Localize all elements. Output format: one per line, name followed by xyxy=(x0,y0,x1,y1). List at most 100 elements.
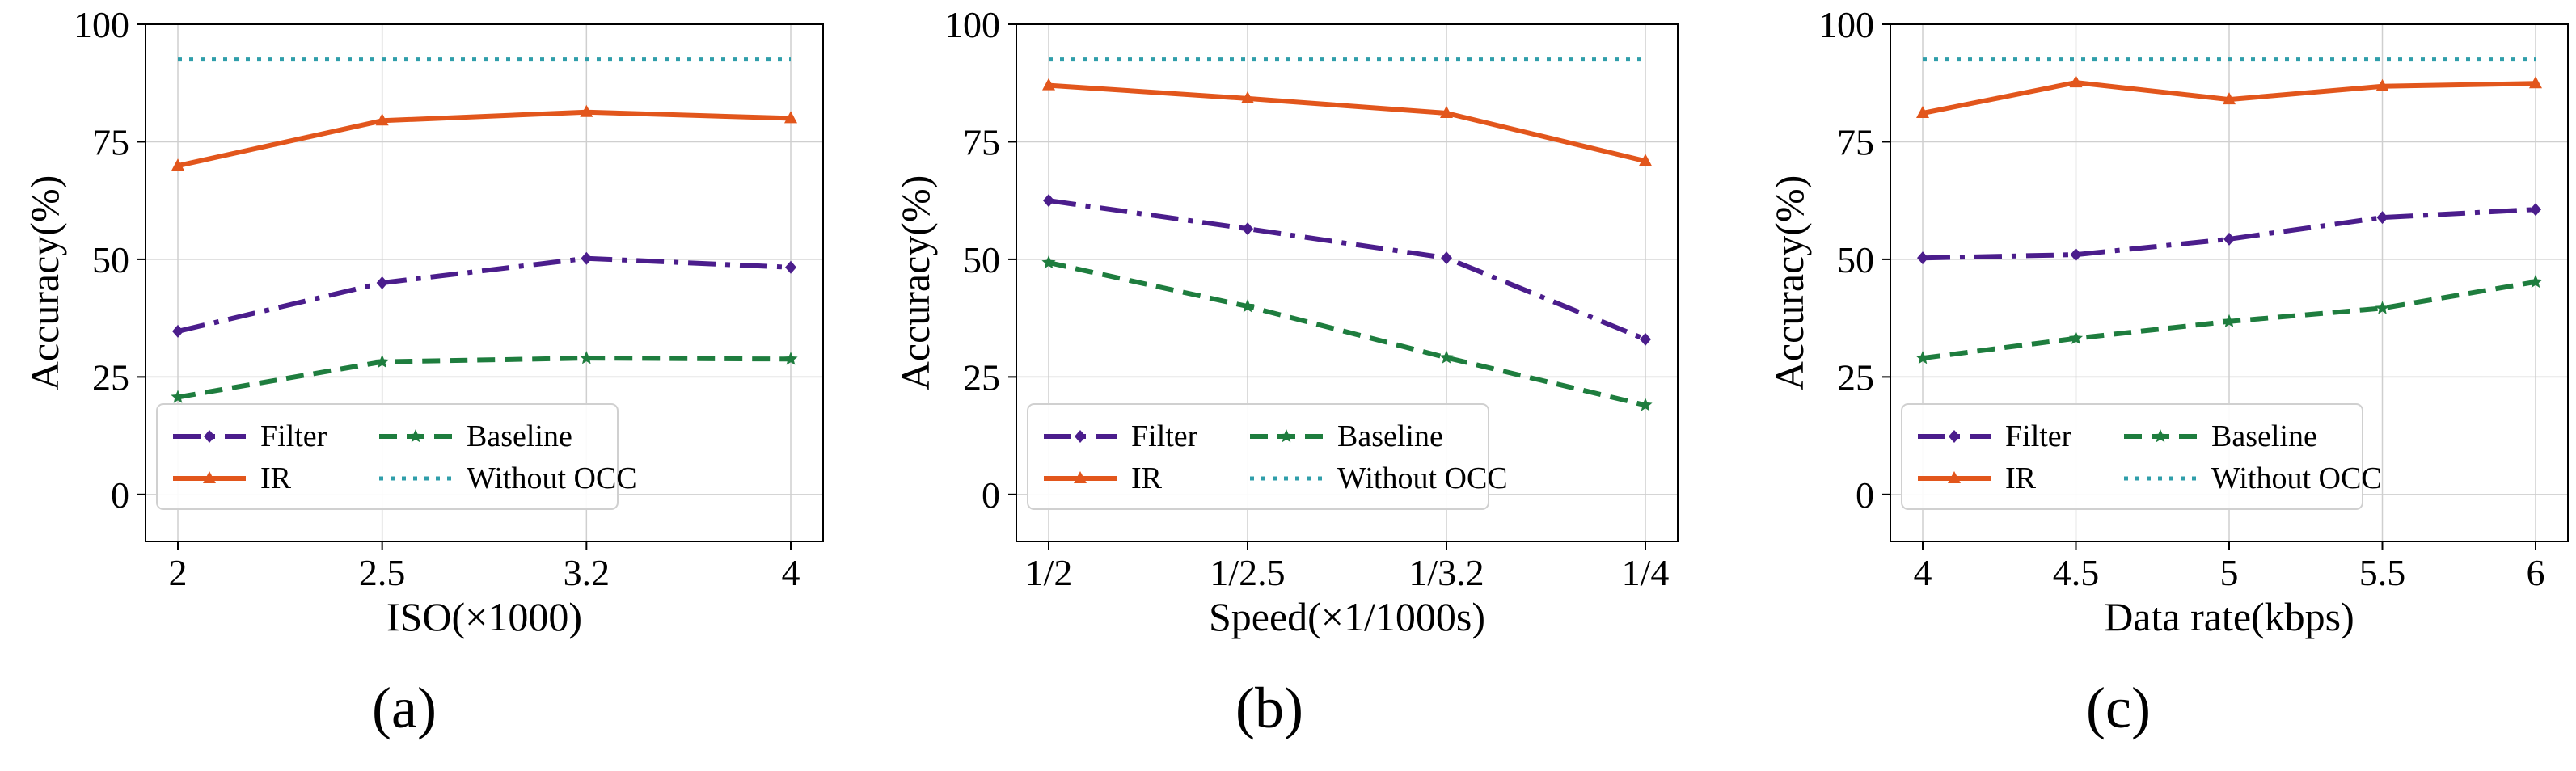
legend: Filter Baseline IR Without OCC xyxy=(156,403,637,510)
series-filter xyxy=(1917,203,2541,265)
legend-marker-filter xyxy=(204,430,215,443)
legend-label-ir: IR xyxy=(260,461,292,495)
y-tick-label: 25 xyxy=(963,356,1000,398)
legend-label-filter: Filter xyxy=(260,419,327,453)
legend-label-baseline: Baseline xyxy=(2211,419,2317,453)
data-point-filter xyxy=(2376,211,2388,225)
data-point-baseline xyxy=(2222,314,2236,327)
series-baseline xyxy=(1041,255,1653,411)
data-point-baseline xyxy=(171,390,185,403)
y-tick-label: 100 xyxy=(944,4,1000,45)
legend-box xyxy=(1901,403,2363,510)
y-tick-label: 50 xyxy=(92,239,129,280)
y-tick-label: 50 xyxy=(963,239,1000,280)
data-point-ir xyxy=(784,111,797,124)
chart-panel-c: 0 25 50 75 100 4 4.5 5 5.5 6 Data rate(kbps) Accura… xyxy=(1767,4,2569,740)
data-point-ir xyxy=(375,113,389,126)
series-ir xyxy=(1916,75,2542,118)
series-baseline xyxy=(171,351,798,403)
data-point-ir xyxy=(1916,105,1929,118)
x-tick-label: 1/2.5 xyxy=(1210,552,1285,593)
x-tick-label: 1/3.2 xyxy=(1408,552,1484,593)
legend: Filter Baseline IR Without OCC xyxy=(1027,403,1508,510)
legend-marker-baseline xyxy=(408,429,423,443)
data-point-filter xyxy=(785,260,796,274)
data-point-filter xyxy=(1441,251,1452,265)
series-ir xyxy=(171,104,797,171)
legend-marker-baseline xyxy=(1279,429,1294,443)
data-point-baseline xyxy=(2375,301,2390,314)
chart-panel-b: 0 25 50 75 100 1/2 1/2.5 1/3.2 1/4 Speed(×1/1000s… xyxy=(893,4,1679,740)
legend-label-baseline: Baseline xyxy=(467,419,572,453)
data-point-baseline xyxy=(1638,398,1653,411)
legend-marker-ir xyxy=(203,471,216,483)
data-point-baseline xyxy=(375,354,390,368)
data-point-filter xyxy=(2530,203,2541,217)
legend-marker-ir xyxy=(1074,471,1087,483)
data-point-baseline xyxy=(2528,274,2543,289)
data-point-filter xyxy=(172,324,184,338)
x-axis-label: Data rate(kbps) xyxy=(2104,594,2354,639)
x-tick-label: 4 xyxy=(782,552,800,593)
data-point-baseline xyxy=(1915,351,1930,364)
y-tick-label: 75 xyxy=(963,121,1000,162)
y-tick-label: 75 xyxy=(1837,121,1874,162)
x-tick-label: 5 xyxy=(2220,552,2239,593)
legend-box xyxy=(1027,403,1489,510)
legend-label-filter: Filter xyxy=(1131,419,1198,453)
data-point-ir xyxy=(2375,78,2389,91)
data-point-ir xyxy=(2223,92,2236,105)
panel-label: (b) xyxy=(1235,676,1303,740)
data-point-filter xyxy=(2223,232,2235,246)
series-line-baseline xyxy=(1048,260,1646,408)
y-tick-label: 0 xyxy=(111,474,129,516)
series-baseline xyxy=(1915,274,2543,364)
legend-marker-filter xyxy=(1075,430,1086,443)
x-tick-label: 1/2 xyxy=(1025,552,1073,593)
data-point-ir xyxy=(580,104,593,117)
legend-label-without_occ: Without OCC xyxy=(467,461,637,495)
data-point-filter xyxy=(1640,332,1651,346)
data-point-filter xyxy=(1043,194,1054,208)
y-tick-label: 100 xyxy=(74,4,129,45)
x-tick-label: 4 xyxy=(1914,552,1932,593)
y-tick-label: 75 xyxy=(92,121,129,162)
y-axis-label: Accuracy(%) xyxy=(893,175,938,390)
series-line-baseline xyxy=(177,356,792,400)
x-tick-label: 3.2 xyxy=(564,552,610,593)
x-tick-label: 6 xyxy=(2527,552,2545,593)
legend-marker-filter xyxy=(1949,430,1960,443)
panel-label: (a) xyxy=(372,676,437,740)
x-axis-label: Speed(×1/1000s) xyxy=(1209,594,1485,639)
y-axis-label: Accuracy(%) xyxy=(22,175,67,390)
legend-label-without_occ: Without OCC xyxy=(2211,461,2382,495)
y-tick-label: 25 xyxy=(1837,356,1874,398)
legend-box xyxy=(156,403,619,510)
data-point-filter xyxy=(2070,248,2082,262)
legend-label-baseline: Baseline xyxy=(1337,419,1443,453)
series-ir xyxy=(1042,78,1652,166)
data-point-filter xyxy=(1242,222,1253,236)
y-tick-label: 50 xyxy=(1837,239,1874,280)
data-point-filter xyxy=(376,276,388,289)
x-tick-label: 1/4 xyxy=(1622,552,1670,593)
data-point-ir xyxy=(1440,105,1453,118)
legend-label-ir: IR xyxy=(1131,461,1163,495)
data-point-ir xyxy=(1241,91,1254,103)
plot-frame xyxy=(1016,23,1679,542)
data-point-baseline xyxy=(2068,331,2084,344)
legend-label-filter: Filter xyxy=(2005,419,2072,453)
y-tick-label: 0 xyxy=(1856,474,1874,516)
legend-label-without_occ: Without OCC xyxy=(1337,461,1508,495)
data-point-ir xyxy=(171,158,184,171)
data-point-filter xyxy=(581,251,593,265)
data-point-ir xyxy=(2069,75,2083,88)
x-tick-label: 2.5 xyxy=(359,552,406,593)
data-point-ir xyxy=(2529,76,2542,89)
data-point-baseline xyxy=(579,351,593,364)
y-axis-label: Accuracy(%) xyxy=(1767,175,1812,390)
series-filter xyxy=(172,251,796,338)
x-tick-label: 2 xyxy=(169,552,188,593)
y-tick-label: 100 xyxy=(1818,4,1874,45)
